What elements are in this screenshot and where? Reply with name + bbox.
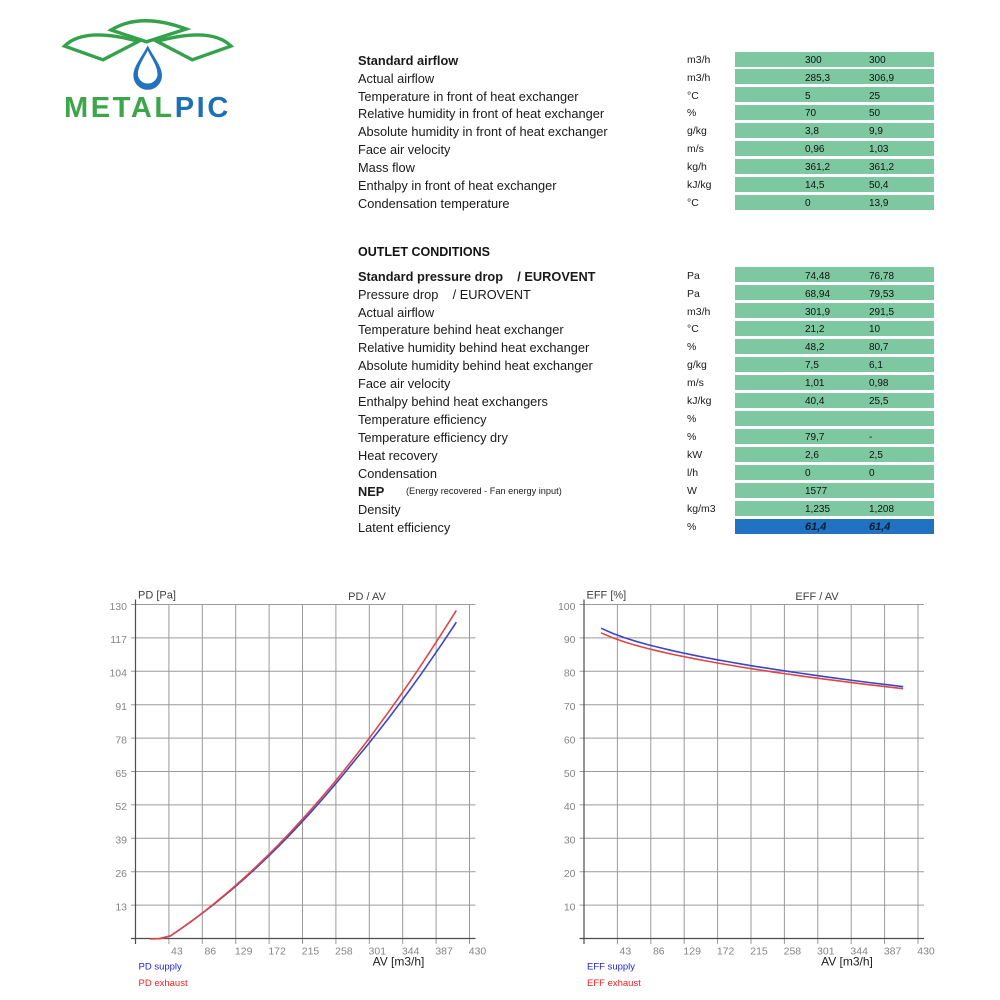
svg-text:172: 172: [717, 946, 735, 958]
svg-text:10: 10: [564, 901, 576, 913]
svg-text:215: 215: [302, 946, 320, 958]
svg-text:344: 344: [402, 946, 420, 958]
svg-text:130: 130: [109, 601, 127, 613]
svg-text:78: 78: [115, 734, 127, 746]
svg-text:129: 129: [683, 946, 701, 958]
svg-text:172: 172: [268, 946, 286, 958]
svg-text:PD / AV: PD / AV: [348, 591, 386, 603]
svg-text:13: 13: [115, 901, 127, 913]
svg-text:86: 86: [204, 946, 216, 958]
svg-text:40: 40: [564, 801, 576, 813]
svg-text:100: 100: [558, 601, 576, 613]
svg-text:30: 30: [564, 835, 576, 847]
svg-text:EFF supply: EFF supply: [587, 962, 635, 973]
svg-text:387: 387: [884, 946, 902, 958]
svg-text:70: 70: [564, 701, 576, 713]
svg-text:43: 43: [620, 946, 632, 958]
svg-text:90: 90: [564, 634, 576, 646]
svg-text:60: 60: [564, 734, 576, 746]
svg-text:215: 215: [750, 946, 768, 958]
svg-text:20: 20: [564, 868, 576, 880]
svg-text:PD exhaust: PD exhaust: [139, 978, 188, 989]
svg-text:PD supply: PD supply: [139, 962, 183, 973]
svg-text:430: 430: [917, 946, 935, 958]
svg-text:AV [m3/h]: AV [m3/h]: [821, 955, 873, 969]
svg-text:129: 129: [235, 946, 253, 958]
svg-text:86: 86: [653, 946, 665, 958]
svg-text:117: 117: [110, 634, 127, 646]
svg-text:43: 43: [171, 946, 183, 958]
svg-text:80: 80: [564, 668, 576, 680]
svg-text:258: 258: [784, 946, 802, 958]
svg-text:EFF [%]: EFF [%]: [587, 590, 627, 602]
svg-text:PD [Pa]: PD [Pa]: [138, 590, 176, 602]
svg-text:387: 387: [435, 946, 453, 958]
svg-text:50: 50: [564, 768, 576, 780]
svg-text:104: 104: [109, 668, 127, 680]
svg-text:344: 344: [850, 946, 868, 958]
svg-text:65: 65: [115, 768, 127, 780]
svg-text:258: 258: [335, 946, 353, 958]
svg-text:301: 301: [817, 946, 835, 958]
svg-text:430: 430: [469, 946, 487, 958]
svg-text:AV [m3/h]: AV [m3/h]: [373, 955, 425, 969]
svg-text:91: 91: [115, 701, 127, 713]
svg-text:EFF exhaust: EFF exhaust: [587, 978, 641, 989]
svg-text:26: 26: [115, 868, 127, 880]
svg-text:52: 52: [115, 801, 127, 813]
svg-text:39: 39: [115, 835, 127, 847]
svg-text:301: 301: [369, 946, 387, 958]
svg-text:EFF / AV: EFF / AV: [795, 591, 839, 603]
